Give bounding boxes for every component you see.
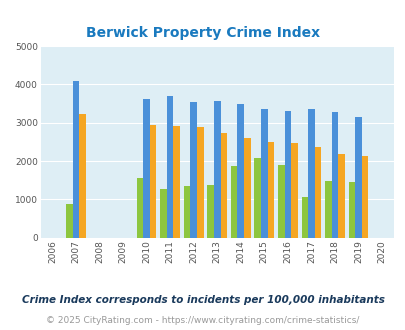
Bar [314, 147, 320, 238]
Bar [207, 185, 213, 238]
Bar [79, 114, 85, 238]
Bar [290, 144, 297, 238]
Bar [190, 102, 196, 238]
Bar [361, 156, 367, 238]
Bar [301, 197, 307, 238]
Text: Crime Index corresponds to incidents per 100,000 inhabitants: Crime Index corresponds to incidents per… [21, 295, 384, 305]
Bar [66, 204, 72, 238]
Bar [324, 181, 331, 238]
Bar [237, 104, 243, 238]
Bar [337, 154, 344, 238]
Bar [173, 126, 179, 238]
Bar [243, 138, 250, 238]
Text: © 2025 CityRating.com - https://www.cityrating.com/crime-statistics/: © 2025 CityRating.com - https://www.city… [46, 315, 359, 325]
Bar [149, 125, 156, 238]
Bar [183, 186, 190, 238]
Bar [136, 178, 143, 238]
Bar [284, 111, 290, 238]
Bar [260, 109, 267, 238]
Bar [277, 165, 284, 238]
Bar [166, 96, 173, 238]
Bar [143, 99, 149, 238]
Bar [348, 182, 354, 238]
Bar [213, 101, 220, 238]
Bar [331, 113, 337, 238]
Bar [230, 166, 237, 238]
Bar [220, 133, 226, 238]
Bar [354, 117, 361, 238]
Bar [160, 189, 166, 238]
Bar [196, 127, 203, 238]
Bar [307, 109, 314, 238]
Bar [267, 142, 273, 238]
Text: Berwick Property Crime Index: Berwick Property Crime Index [86, 26, 319, 40]
Bar [72, 82, 79, 238]
Bar [254, 158, 260, 238]
